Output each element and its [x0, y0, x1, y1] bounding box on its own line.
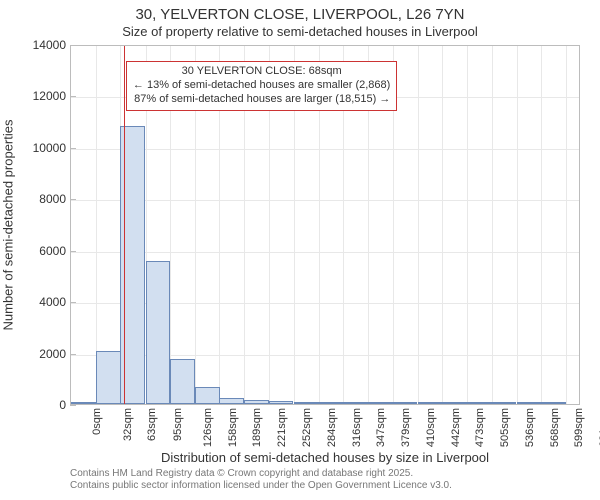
- histogram-bar: [71, 402, 96, 404]
- annotation-line2: ← 13% of semi-detached houses are smalle…: [133, 79, 390, 93]
- histogram-bar: [492, 402, 517, 404]
- x-tick-label: 95sqm: [172, 408, 184, 441]
- x-tick-label: 379sqm: [401, 408, 413, 447]
- histogram-bar: [96, 351, 121, 404]
- annotation-line3: 87% of semi-detached houses are larger (…: [133, 93, 390, 107]
- y-tick-mark: [70, 405, 76, 406]
- gridline-v: [442, 46, 443, 404]
- x-tick-label: 442sqm: [450, 408, 462, 447]
- histogram-bar: [244, 400, 269, 404]
- gridline-h: [71, 200, 579, 201]
- x-tick-label: 316sqm: [351, 408, 363, 447]
- y-tick-label: 6000: [39, 244, 66, 258]
- histogram-bar: [418, 402, 443, 404]
- gridline-v: [467, 46, 468, 404]
- y-tick-mark: [70, 199, 76, 200]
- x-tick-label: 189sqm: [251, 408, 263, 447]
- x-tick-label: 347sqm: [375, 408, 387, 447]
- histogram-bar: [195, 387, 220, 404]
- y-tick-label: 4000: [39, 295, 66, 309]
- histogram-bar: [368, 402, 393, 404]
- y-tick-mark: [70, 354, 76, 355]
- histogram-bar: [393, 402, 418, 404]
- x-tick-label: 32sqm: [122, 408, 134, 441]
- gridline-v: [541, 46, 542, 404]
- gridline-h: [71, 149, 579, 150]
- x-tick-label: 63sqm: [146, 408, 158, 441]
- histogram-bar: [294, 402, 319, 404]
- y-tick-label: 10000: [33, 141, 66, 155]
- x-tick-label: 599sqm: [573, 408, 585, 447]
- gridline-v: [492, 46, 493, 404]
- x-tick-label: 252sqm: [301, 408, 313, 447]
- gridline-v: [418, 46, 419, 404]
- x-tick-label: 221sqm: [277, 408, 289, 447]
- histogram-bar: [319, 402, 344, 404]
- x-tick-label: 505sqm: [499, 408, 511, 447]
- histogram-bar: [269, 401, 294, 404]
- chart-root: 30, YELVERTON CLOSE, LIVERPOOL, L26 7YN …: [0, 0, 600, 500]
- histogram-bar: [146, 261, 171, 404]
- y-tick-label: 2000: [39, 347, 66, 361]
- histogram-bar: [541, 402, 566, 404]
- histogram-bar: [442, 402, 467, 404]
- chart-title-line1: 30, YELVERTON CLOSE, LIVERPOOL, L26 7YN: [0, 6, 600, 23]
- y-tick-label: 12000: [33, 89, 66, 103]
- x-tick-label: 126sqm: [202, 408, 214, 447]
- x-axis-label: Distribution of semi-detached houses by …: [70, 450, 580, 465]
- gridline-h: [71, 252, 579, 253]
- y-tick-label: 8000: [39, 192, 66, 206]
- gridline-v: [96, 46, 97, 404]
- footer-line1: Contains HM Land Registry data © Crown c…: [70, 468, 413, 479]
- x-tick-label: 158sqm: [227, 408, 239, 447]
- histogram-bar: [467, 402, 492, 404]
- y-tick-label: 14000: [33, 38, 66, 52]
- histogram-bar: [343, 402, 368, 404]
- y-tick-mark: [70, 302, 76, 303]
- x-tick-label: 473sqm: [474, 408, 486, 447]
- y-tick-label: 0: [59, 398, 66, 412]
- x-tick-label: 410sqm: [425, 408, 437, 447]
- x-tick-label: 284sqm: [326, 408, 338, 447]
- histogram-bar: [517, 402, 542, 404]
- y-tick-mark: [70, 96, 76, 97]
- histogram-bar: [219, 398, 244, 404]
- x-tick-label: 568sqm: [549, 408, 561, 447]
- chart-title-line2: Size of property relative to semi-detach…: [0, 24, 600, 39]
- annotation-box: 30 YELVERTON CLOSE: 68sqm← 13% of semi-d…: [126, 61, 397, 110]
- x-tick-label: 0sqm: [91, 408, 103, 435]
- y-axis-label: Number of semi-detached properties: [1, 120, 16, 331]
- attribution-footer: Contains HM Land Registry data © Crown c…: [70, 468, 452, 492]
- y-tick-mark: [70, 45, 76, 46]
- plot-area: 30 YELVERTON CLOSE: 68sqm← 13% of semi-d…: [70, 45, 580, 405]
- gridline-v: [517, 46, 518, 404]
- x-tick-label: 536sqm: [524, 408, 536, 447]
- histogram-bar: [170, 359, 195, 404]
- y-tick-mark: [70, 251, 76, 252]
- footer-line2: Contains public sector information licen…: [70, 480, 452, 491]
- y-tick-mark: [70, 148, 76, 149]
- gridline-v: [566, 46, 567, 404]
- annotation-line1: 30 YELVERTON CLOSE: 68sqm: [133, 65, 390, 79]
